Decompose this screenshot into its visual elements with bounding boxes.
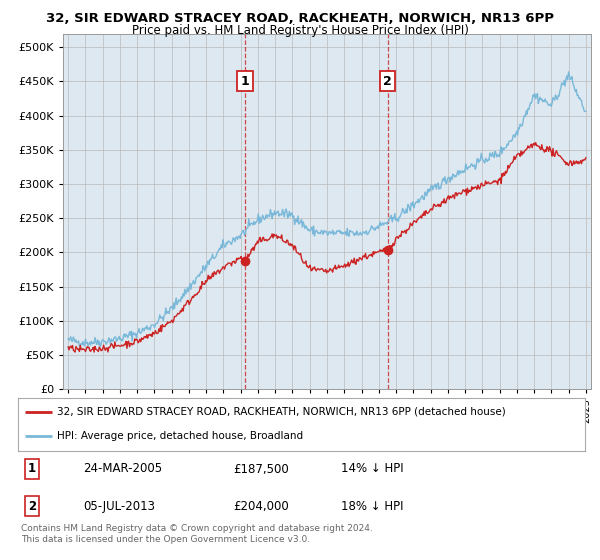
- Text: £187,500: £187,500: [233, 463, 289, 475]
- Text: Contains HM Land Registry data © Crown copyright and database right 2024.: Contains HM Land Registry data © Crown c…: [21, 524, 373, 533]
- Text: This data is licensed under the Open Government Licence v3.0.: This data is licensed under the Open Gov…: [21, 535, 310, 544]
- Text: 1: 1: [241, 75, 249, 88]
- Text: Price paid vs. HM Land Registry's House Price Index (HPI): Price paid vs. HM Land Registry's House …: [131, 24, 469, 37]
- Text: 32, SIR EDWARD STRACEY ROAD, RACKHEATH, NORWICH, NR13 6PP: 32, SIR EDWARD STRACEY ROAD, RACKHEATH, …: [46, 12, 554, 25]
- Text: £204,000: £204,000: [233, 500, 289, 512]
- Text: 32, SIR EDWARD STRACEY ROAD, RACKHEATH, NORWICH, NR13 6PP (detached house): 32, SIR EDWARD STRACEY ROAD, RACKHEATH, …: [56, 407, 505, 417]
- Text: 05-JUL-2013: 05-JUL-2013: [83, 500, 155, 512]
- Text: 14% ↓ HPI: 14% ↓ HPI: [341, 463, 404, 475]
- Text: 2: 2: [28, 500, 36, 512]
- Text: HPI: Average price, detached house, Broadland: HPI: Average price, detached house, Broa…: [56, 431, 302, 441]
- Text: 2: 2: [383, 75, 392, 88]
- Text: 1: 1: [28, 463, 36, 475]
- Text: 24-MAR-2005: 24-MAR-2005: [83, 463, 163, 475]
- Text: 18% ↓ HPI: 18% ↓ HPI: [341, 500, 404, 512]
